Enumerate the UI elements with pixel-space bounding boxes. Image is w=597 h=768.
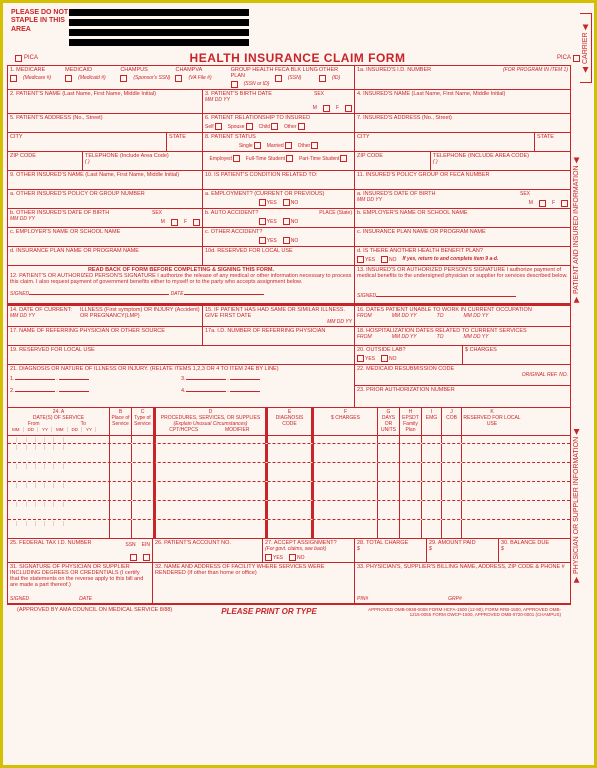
row-7: a. OTHER INSURED'S POLICY OR GROUP NUMBE… bbox=[7, 189, 571, 208]
row-4: CITY STATE 8. PATIENT STATUSSingleMarrie… bbox=[7, 132, 571, 151]
row-6: 9. OTHER INSURED'S NAME (Last Name, Firs… bbox=[7, 170, 571, 189]
row-11: READ BACK OF FORM BEFORE COMPLETING & SI… bbox=[7, 265, 571, 303]
title-row: PICA HEALTH INSURANCE CLAIM FORM PICA bbox=[3, 51, 594, 65]
row-3: 5. PATIENT'S ADDRESS (No., Street) 6. PA… bbox=[7, 113, 571, 132]
service-table: 24. ADATE(S) OF SERVICEFromToMMDDYYMMDDY… bbox=[7, 407, 571, 538]
row-2: 2. PATIENT'S NAME (Last Name, First Name… bbox=[7, 89, 571, 113]
claim-form-page: { "header":{"nostaple":"PLEASE DO NOT ST… bbox=[3, 3, 594, 765]
row-1: 1. MEDICARE(Medicare #) MEDICAID(Medicai… bbox=[7, 65, 571, 89]
no-staple-text: PLEASE DO NOT STAPLE IN THIS AREA bbox=[11, 9, 69, 49]
row-31: 31. SIGNATURE OF PHYSICIAN OR SUPPLIER I… bbox=[7, 562, 571, 604]
side-labels: ▼PATIENT AND INSURED INFORMATION▲ ▼PHYSI… bbox=[571, 65, 580, 619]
alignment-bars bbox=[69, 9, 249, 49]
header: PLEASE DO NOT STAPLE IN THIS AREA bbox=[3, 3, 594, 51]
row-25: 25. FEDERAL TAX I.D. NUMBERSSNEIN 26. PA… bbox=[7, 538, 571, 562]
row-14: 14. DATE OF CURRENT:MM DD YYILLNESS (Fir… bbox=[7, 303, 571, 326]
row-8: b. OTHER INSURED'S DATE OF BIRTHMM DD YY… bbox=[7, 208, 571, 227]
row-5: ZIP CODE TELEPHONE (Include Area Code)( … bbox=[7, 151, 571, 170]
row-10: d. INSURANCE PLAN NAME OR PROGRAM NAME 1… bbox=[7, 246, 571, 265]
form-title: HEALTH INSURANCE CLAIM FORM bbox=[55, 51, 540, 65]
row-16: 19. RESERVED FOR LOCAL USE 20. OUTSIDE L… bbox=[7, 345, 571, 364]
row-15: 17. NAME OF REFERRING PHYSICIAN OR OTHER… bbox=[7, 326, 571, 345]
footer: (APPROVED BY AMA COUNCIL ON MEDICAL SERV… bbox=[7, 604, 571, 619]
row-17: 21. DIAGNOSIS OR NATURE OF ILLNESS OR IN… bbox=[7, 364, 571, 407]
carrier-label: ▲CARRIER▲ bbox=[580, 13, 592, 83]
row-9: c. EMPLOYER'S NAME OR SCHOOL NAME c. OTH… bbox=[7, 227, 571, 246]
